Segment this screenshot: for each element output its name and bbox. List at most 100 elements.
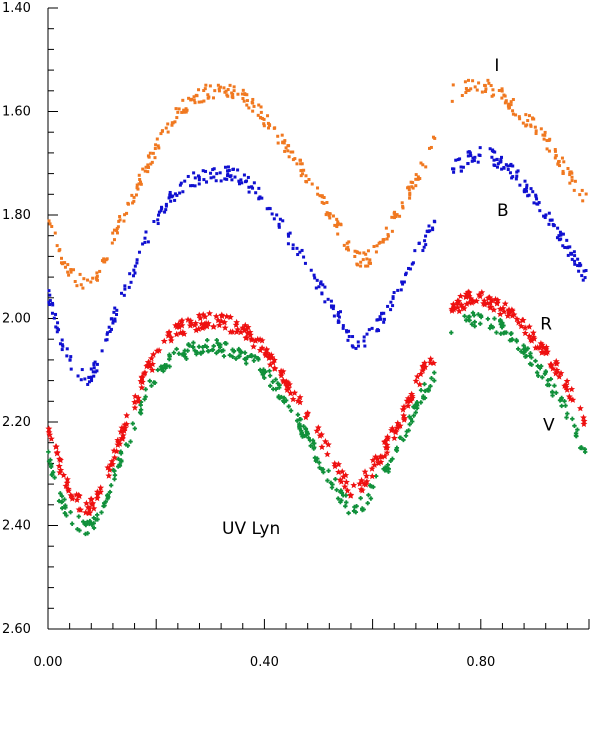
data-point: [383, 441, 391, 448]
data-point: [449, 300, 457, 308]
data-point: [480, 297, 488, 304]
data-point: [232, 85, 236, 89]
data-point: [329, 299, 333, 303]
data-point: [428, 146, 432, 150]
data-point: [347, 329, 351, 333]
data-point: [93, 360, 97, 364]
data-point: [202, 178, 206, 182]
data-point: [47, 289, 51, 293]
data-point: [151, 380, 157, 385]
data-point: [251, 109, 255, 113]
data-point: [521, 324, 529, 331]
data-point: [146, 240, 150, 244]
data-point: [88, 496, 95, 503]
data-point: [168, 190, 172, 194]
data-point: [271, 365, 279, 372]
data-point: [221, 348, 226, 353]
data-point: [393, 216, 397, 220]
data-point: [359, 264, 363, 268]
data-point: [299, 162, 303, 166]
data-point: [137, 173, 141, 177]
data-point: [226, 88, 230, 92]
data-point: [363, 472, 370, 479]
data-point: [554, 390, 559, 395]
data-point: [570, 416, 575, 422]
data-point: [558, 397, 564, 403]
data-point: [111, 454, 119, 461]
data-point: [283, 382, 291, 390]
data-point: [287, 389, 294, 397]
data-point: [263, 346, 270, 354]
data-point: [411, 413, 416, 418]
data-point: [157, 213, 161, 217]
data-point: [211, 96, 215, 100]
data-point: [153, 156, 157, 160]
data-point: [283, 149, 287, 153]
data-point: [421, 249, 425, 253]
data-point: [194, 351, 199, 357]
data-point: [354, 504, 359, 509]
data-point: [57, 456, 64, 464]
data-point: [542, 137, 546, 141]
data-point: [575, 427, 580, 432]
data-point: [380, 312, 384, 316]
data-point: [67, 273, 71, 277]
data-point: [485, 316, 491, 322]
data-point: [100, 259, 104, 263]
data-point: [201, 169, 205, 173]
data-point: [525, 186, 529, 190]
data-point: [218, 85, 222, 89]
data-point: [365, 500, 370, 506]
data-point: [97, 488, 104, 495]
data-point: [484, 294, 492, 301]
data-point: [218, 312, 226, 320]
data-point: [185, 348, 190, 353]
data-point: [529, 187, 533, 191]
data-point: [338, 488, 344, 493]
data-point: [63, 505, 68, 510]
data-point: [315, 456, 320, 461]
data-point: [63, 479, 71, 486]
data-point: [373, 473, 379, 479]
data-point: [192, 98, 196, 102]
data-point: [184, 110, 188, 114]
data-point: [68, 495, 76, 502]
data-point: [197, 100, 201, 104]
data-point: [257, 103, 261, 107]
data-point: [414, 177, 418, 181]
data-point: [81, 519, 86, 524]
data-point: [411, 181, 415, 185]
data-point: [343, 478, 350, 486]
data-point: [369, 456, 377, 464]
data-point: [312, 441, 317, 446]
data-point: [397, 435, 403, 440]
data-point: [153, 347, 161, 354]
data-point: [382, 465, 388, 470]
data-point: [127, 285, 131, 289]
data-point: [210, 347, 216, 352]
data-point: [218, 171, 222, 175]
data-point: [105, 338, 109, 342]
data-point: [193, 176, 197, 180]
x-tick-label: 0.80: [466, 655, 495, 670]
data-point: [346, 245, 350, 249]
data-point: [117, 428, 125, 435]
data-point: [69, 270, 73, 274]
data-point: [414, 184, 418, 188]
data-point: [398, 214, 402, 218]
data-point: [219, 179, 223, 183]
data-point: [294, 418, 300, 423]
data-point: [478, 321, 483, 326]
data-point: [281, 395, 287, 400]
data-point: [267, 368, 272, 374]
data-point: [475, 291, 483, 298]
data-point: [542, 371, 548, 377]
data-point: [556, 226, 560, 230]
data-point: [491, 88, 495, 92]
data-point: [251, 358, 257, 363]
data-point: [326, 468, 331, 473]
data-point: [509, 307, 516, 314]
data-point: [472, 323, 477, 329]
data-point: [529, 329, 537, 336]
data-point: [99, 510, 104, 515]
